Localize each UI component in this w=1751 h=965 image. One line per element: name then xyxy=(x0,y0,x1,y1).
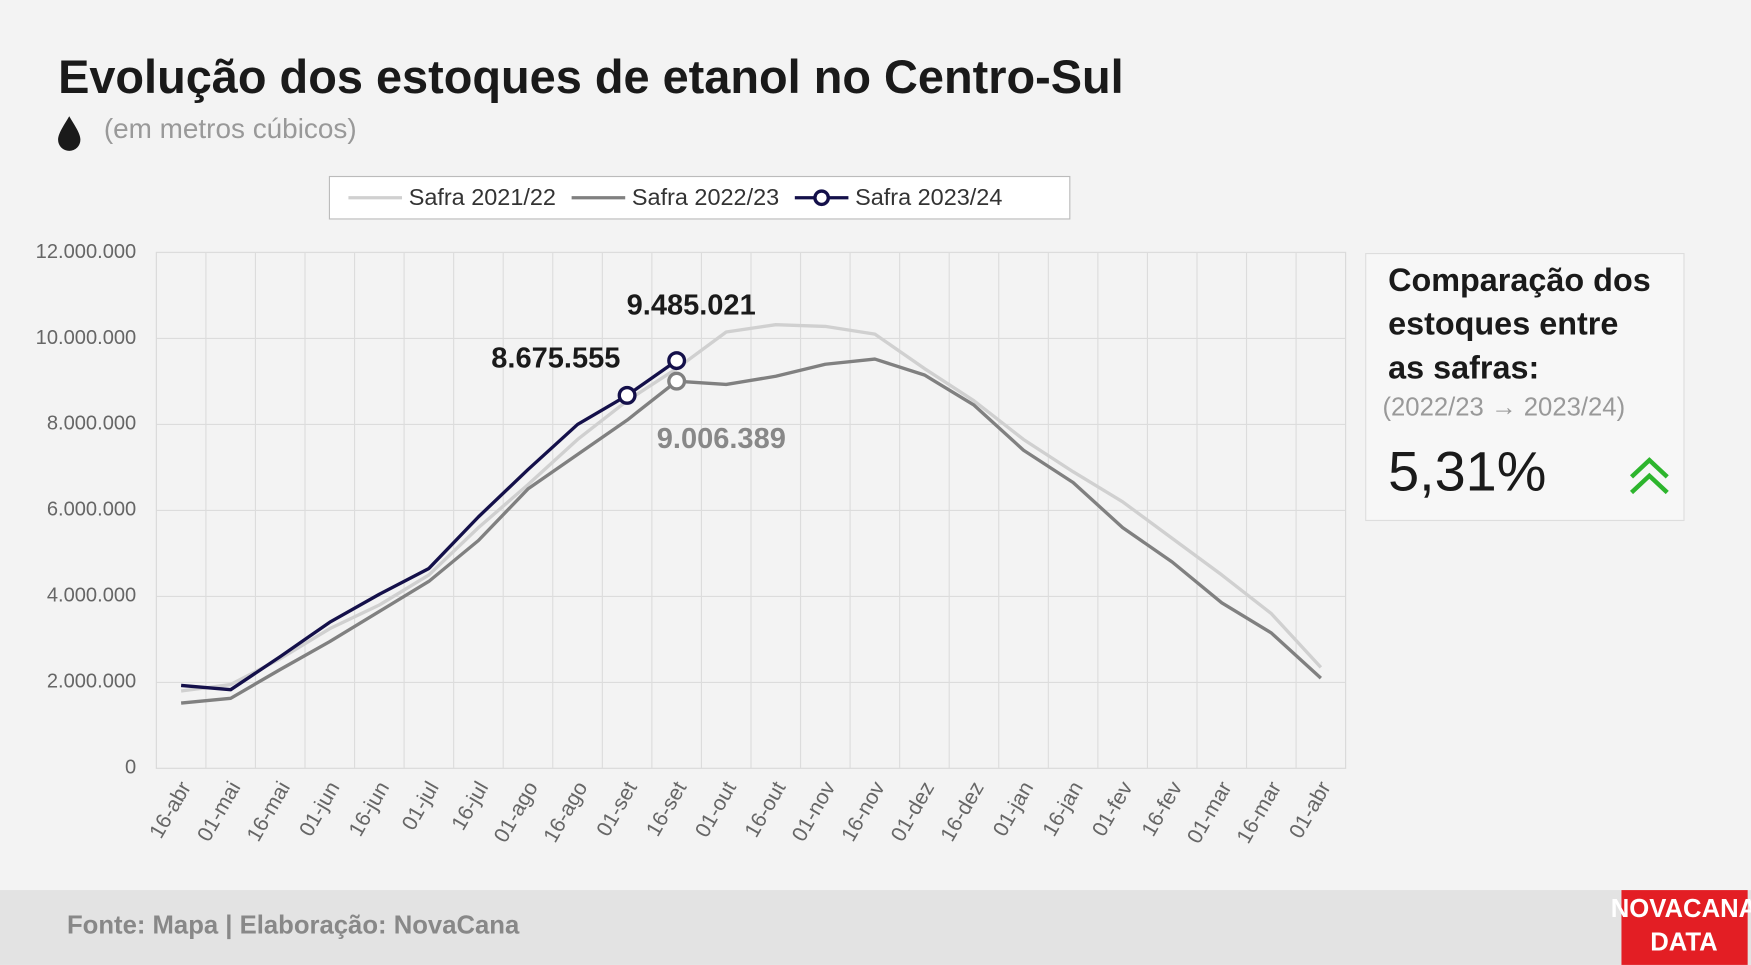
series-line xyxy=(180,359,678,692)
y-tick-label: 6.000.000 xyxy=(47,499,136,521)
footer-bar xyxy=(0,890,1751,965)
y-tick-label: 4.000.000 xyxy=(47,585,136,607)
legend-label: Safra 2022/23 xyxy=(632,184,779,210)
y-tick-label: 12.000.000 xyxy=(36,241,137,263)
point-marker xyxy=(667,351,687,371)
drop-icon xyxy=(58,116,81,151)
y-tick-label: 2.000.000 xyxy=(47,671,136,693)
footer-source: Fonte: Mapa | Elaboração: NovaCana xyxy=(67,912,520,940)
chart-subtitle: (em metros cúbicos) xyxy=(104,113,357,144)
y-tick-label: 8.000.000 xyxy=(47,413,136,435)
comparison-title: estoques entre xyxy=(1388,306,1618,342)
chart-title: Evolução dos estoques de etanol no Centr… xyxy=(58,51,1124,103)
legend-label: Safra 2023/24 xyxy=(855,184,1002,210)
series-line xyxy=(180,357,1322,705)
series-line xyxy=(180,323,1323,693)
point-marker xyxy=(667,371,687,391)
comparison-period: (2022/23 → 2023/24) xyxy=(1382,394,1625,422)
logo-text: DATA xyxy=(1650,928,1718,956)
logo-text: NOVACANA xyxy=(1611,895,1751,923)
y-tick-label: 0 xyxy=(125,757,136,779)
legend-marker xyxy=(813,189,830,207)
up-icon xyxy=(1629,457,1669,495)
data-label: 9.485.021 xyxy=(627,290,756,322)
data-label: 8.675.555 xyxy=(491,342,620,374)
data-label: 9.006.389 xyxy=(657,423,786,455)
comparison-value: 5,31% xyxy=(1388,440,1546,503)
legend-label: Safra 2021/22 xyxy=(409,184,556,210)
comparison-title: as safras: xyxy=(1388,349,1539,385)
point-marker xyxy=(617,385,637,405)
logo xyxy=(1621,890,1748,965)
comparison-title: Comparação dos xyxy=(1388,262,1651,298)
y-tick-label: 10.000.000 xyxy=(36,327,137,349)
legend-box xyxy=(328,175,1071,220)
